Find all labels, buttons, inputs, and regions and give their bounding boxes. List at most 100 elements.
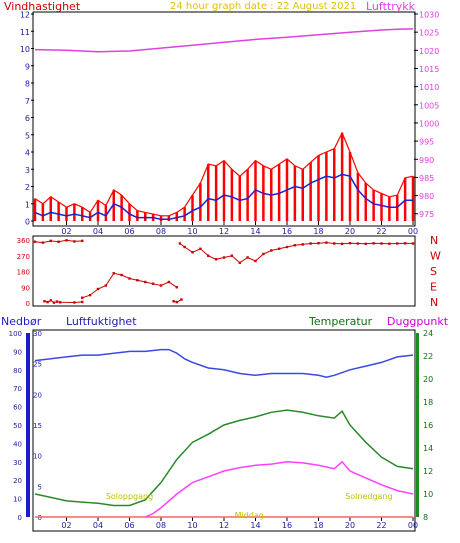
time-tick-label: 10 [187,227,197,236]
time-tick-label: 20 [345,521,355,530]
precipitation-tick-label: 30 [33,330,42,338]
humidity-tick-label: 50 [13,422,22,430]
direction-degree-ticks: 360 270 180 90 0 [17,237,30,308]
temperature-tick-label: 16 [423,421,433,430]
midday-label: Middag [235,511,264,520]
time-tick-label: 12 [219,227,229,236]
wind-tick-label: 6 [25,114,30,123]
time-tick-label: 00 [408,227,418,236]
direction-series-line [34,239,83,244]
compass-label: E [430,281,437,294]
wind-tick-label: 3 [25,166,30,175]
time-tick-label: 22 [376,227,386,236]
pressure-tick-label: 1025 [419,29,439,38]
bottom-time-axis-ticks: 02 04 06 08 10 12 14 16 18 20 22 00 [61,517,418,530]
pressure-series-line [34,28,414,53]
wind-tick-label: 0 [25,218,30,227]
humidity-series-line [34,348,414,378]
time-tick-label: 04 [93,521,103,530]
wind-tick-label: 12 [20,11,30,20]
pressure-tick-label: 980 [419,192,434,201]
pressure-tick-label: 975 [419,210,434,219]
direction-panel-frame [32,235,416,307]
precipitation-tick-label: 15 [33,422,42,430]
compass-label: W [430,250,441,263]
wind-tick-label: 8 [25,80,30,89]
top-panel-frame [32,11,416,227]
wind-tick-label: 10 [20,45,30,54]
wind-speed-axis-label: Vindhastighet [4,0,81,13]
time-tick-label: 18 [313,227,323,236]
pressure-tick-label: 1010 [419,83,439,92]
direction-series-line [44,299,83,304]
wind-tick-label: 1 [25,200,30,209]
direction-series-line [179,242,414,264]
time-tick-label: 08 [156,227,166,236]
time-tick-label: 00 [408,521,418,530]
direction-series-group [33,239,415,304]
humidity-tick-label: 80 [13,367,22,375]
time-tick-label: 06 [124,227,134,236]
top-series-group [33,28,415,221]
temperature-tick-label: 10 [423,490,433,499]
pressure-tick-label: 1005 [419,101,439,110]
wind-tick-label: 7 [25,97,30,106]
dewpoint-series-line [144,460,414,518]
precipitation-axis-ticks: 30 25 20 15 10 5 0 [26,330,42,522]
humidity-tick-label: 60 [13,404,22,412]
time-tick-label: 18 [313,521,323,530]
time-tick-label: 20 [345,227,355,236]
humidity-tick-label: 30 [13,459,22,467]
wind-speed-series-line [34,173,413,221]
wind-tick-label: 4 [25,149,30,158]
humidity-tick-label: 20 [13,477,22,485]
wind-tick-label: 2 [25,183,30,192]
wind-tick-label: 9 [25,62,30,71]
pressure-tick-label: 990 [419,156,434,165]
direction-tick-label: 90 [21,284,30,292]
time-tick-label: 12 [219,521,229,530]
temperature-tick-label: 20 [423,375,433,384]
direction-series-line [82,272,178,299]
humidity-tick-label: 100 [9,330,22,338]
time-tick-label: 22 [376,521,386,530]
direction-point [81,296,84,299]
direction-tick-label: 180 [17,269,30,277]
pressure-tick-label: 995 [419,138,434,147]
time-tick-label: 16 [282,227,292,236]
direction-series-line [173,299,182,303]
time-tick-label: 02 [61,227,71,236]
bottom-panel-frame [32,329,416,532]
pressure-tick-label: 1015 [419,65,439,74]
sunrise-label: Soloppgang [106,492,153,501]
temperature-axis-label: Temperatur [308,315,373,328]
temperature-tick-label: 14 [423,444,433,453]
compass-label: S [430,265,437,278]
direction-point [172,300,175,303]
chart-date-title: 24 hour graph date : 22 August 2021 [170,1,356,12]
temperature-tick-label: 22 [423,352,433,361]
precipitation-axis-bar [26,333,30,517]
temperature-tick-label: 18 [423,398,433,407]
time-tick-label: 02 [61,521,71,530]
time-tick-label: 16 [282,521,292,530]
temperature-axis-ticks: 24 22 20 18 16 14 12 10 8 [416,329,433,522]
temperature-tick-label: 8 [423,513,428,522]
wind-tick-label: 5 [25,131,30,140]
precipitation-tick-label: 10 [33,453,42,461]
temperature-tick-label: 12 [423,467,433,476]
bottom-series-group [34,348,414,518]
direction-tick-label: 0 [26,300,30,308]
pressure-tick-label: 1030 [419,11,439,20]
sunset-label: Solnedgang [345,492,392,501]
precipitation-tick-label: 25 [33,361,42,369]
compass-label: N [430,234,438,247]
direction-tick-label: 360 [17,237,30,245]
pressure-axis-label: Lufttrykk [366,0,416,13]
pressure-tick-label: 1000 [419,119,439,128]
